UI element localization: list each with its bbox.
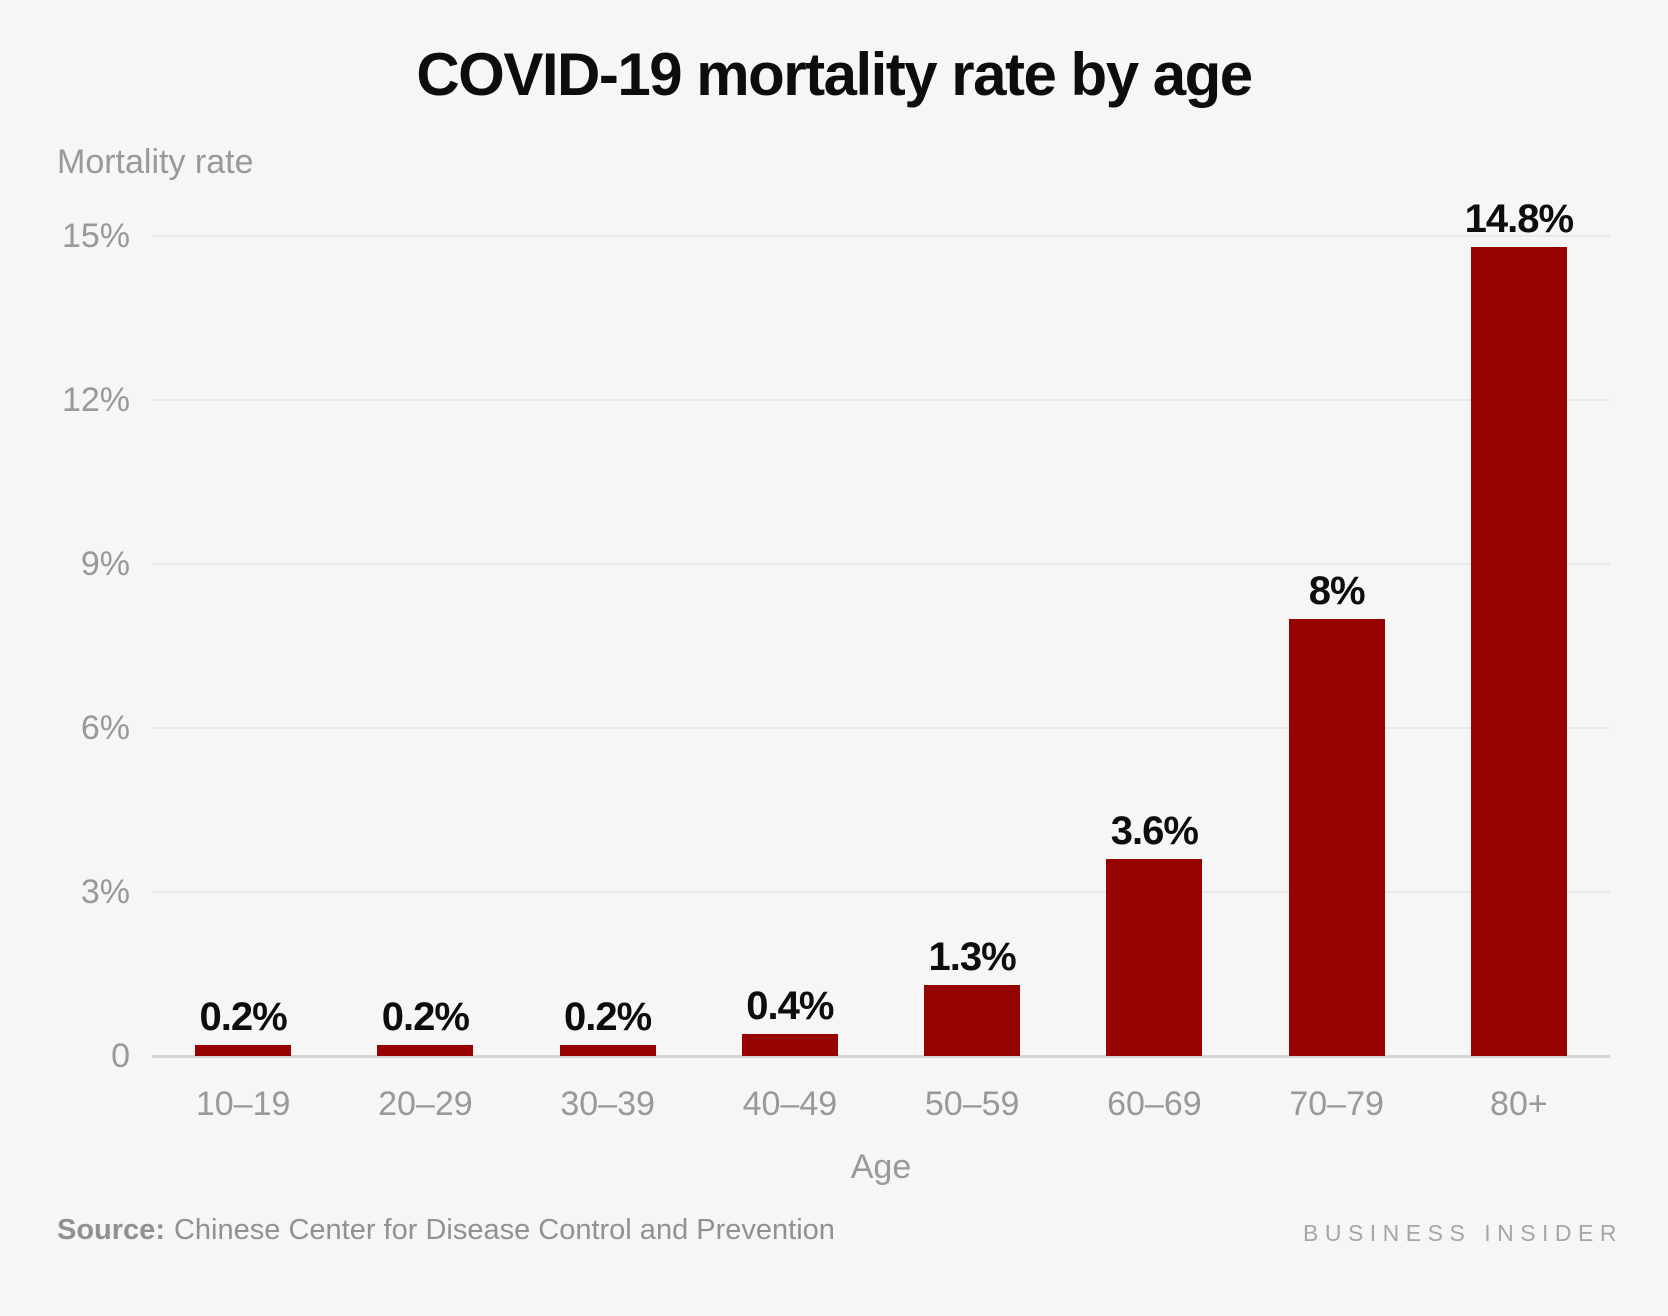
x-tick-label: 80+ xyxy=(1490,1085,1548,1123)
bar-value-label: 0.2% xyxy=(199,995,288,1039)
bar-value-label: 8% xyxy=(1308,569,1366,613)
x-tick-label: 60–69 xyxy=(1107,1085,1202,1123)
bar-value-label: 0.2% xyxy=(381,995,470,1039)
bar xyxy=(195,1045,292,1056)
y-axis-title: Mortality rate xyxy=(57,143,254,181)
bar xyxy=(1470,247,1567,1056)
gridline-15pct xyxy=(152,234,1610,237)
bar xyxy=(559,1045,656,1056)
bar xyxy=(377,1045,474,1056)
bar xyxy=(741,1034,838,1056)
bar-value-label: 14.8% xyxy=(1464,197,1574,241)
y-tick-label: 0 xyxy=(111,1037,130,1075)
source-label: Source: xyxy=(57,1214,165,1246)
x-tick-label: 70–79 xyxy=(1289,1085,1384,1123)
x-tick-label: 10–19 xyxy=(195,1085,291,1123)
y-tick-label: 6% xyxy=(80,708,130,747)
bar xyxy=(1288,619,1385,1056)
bar-value-label: 0.4% xyxy=(746,984,834,1028)
source-text: Chinese Center for Disease Control and P… xyxy=(173,1214,835,1246)
bar-value-label: 1.3% xyxy=(928,935,1017,979)
source-line: Source: Chinese Center for Disease Contro… xyxy=(57,1214,835,1247)
gridline-6pct xyxy=(152,726,1610,729)
gridline-0 xyxy=(152,1055,1610,1058)
x-axis-title: Age xyxy=(850,1148,912,1186)
x-tick-label: 30–39 xyxy=(560,1085,655,1123)
bar xyxy=(924,985,1021,1056)
y-tick-label: 3% xyxy=(80,872,130,911)
gridline-12pct xyxy=(152,398,1610,401)
x-tick-label: 40–49 xyxy=(742,1085,838,1123)
brand-wordmark: BUSINESS INSIDER xyxy=(1303,1220,1623,1246)
gridline-3pct xyxy=(152,890,1610,893)
gridline-9pct xyxy=(152,562,1610,565)
x-tick-label: 20–29 xyxy=(378,1085,473,1123)
chart-title: COVID-19 mortality rate by age xyxy=(416,41,1253,108)
y-tick-label: 9% xyxy=(80,544,130,583)
y-tick-label: 12% xyxy=(61,380,130,419)
bar-value-label: 0.2% xyxy=(564,995,652,1039)
bar xyxy=(1106,859,1203,1056)
x-tick-label: 50–59 xyxy=(924,1085,1020,1123)
bar-value-label: 3.6% xyxy=(1110,809,1199,853)
y-tick-label: 15% xyxy=(61,216,130,255)
